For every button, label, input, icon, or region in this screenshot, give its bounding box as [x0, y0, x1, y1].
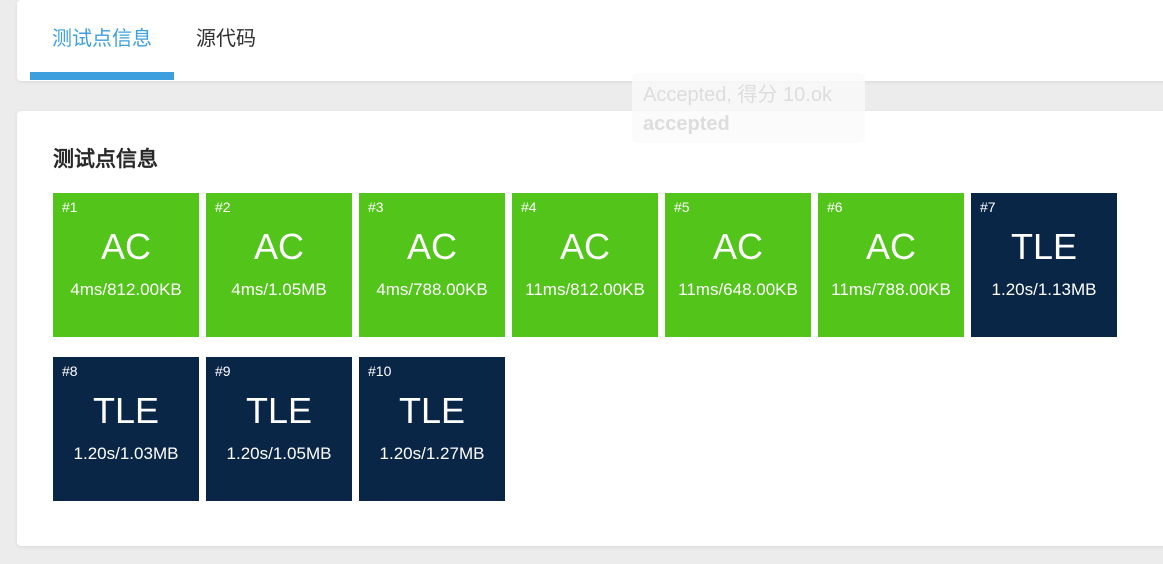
tab-list: 测试点信息 源代码 — [17, 0, 1163, 80]
testcase-time-memory: 1.20s/1.13MB — [991, 280, 1097, 299]
testcase-status: AC — [100, 226, 151, 267]
testcase-status: AC — [712, 226, 763, 267]
testcase-status: TLE — [245, 390, 313, 431]
testcase-status: TLE — [1010, 226, 1078, 267]
testcase-time-memory: 4ms/812.00KB — [70, 280, 182, 299]
testcase-number: #8 — [62, 363, 78, 379]
testcase-grid: #1 AC 4ms/812.00KB #2 AC 4ms/1.05MB #3 A… — [53, 193, 1128, 501]
testcase-tile[interactable]: #2 AC 4ms/1.05MB — [206, 193, 352, 337]
testcase-number: #1 — [62, 199, 78, 215]
tooltip-result-text: Accepted, 得分 10.ok — [643, 84, 832, 106]
tab-bar-card: 测试点信息 源代码 — [17, 0, 1163, 81]
testcase-number: #9 — [215, 363, 231, 379]
testcase-time-memory: 1.20s/1.03MB — [73, 444, 179, 463]
testcase-number: #2 — [215, 199, 231, 215]
testcase-tile[interactable]: #3 AC 4ms/788.00KB — [359, 193, 505, 337]
testcase-time-memory: 4ms/1.05MB — [231, 280, 327, 299]
testcase-number: #5 — [674, 199, 690, 215]
testcase-time-memory: 4ms/788.00KB — [376, 280, 488, 299]
testcase-tile[interactable]: #10 TLE 1.20s/1.27MB — [359, 357, 505, 501]
testcase-status: TLE — [92, 390, 160, 431]
testcase-tile[interactable]: #9 TLE 1.20s/1.05MB — [206, 357, 352, 501]
testcase-status: AC — [406, 226, 457, 267]
testcase-tile[interactable]: #4 AC 11ms/812.00KB — [512, 193, 658, 337]
tab-testcase-info[interactable]: 测试点信息 — [30, 0, 174, 80]
card-title: 测试点信息 — [53, 148, 158, 171]
testcase-status: TLE — [398, 390, 466, 431]
testcase-status: AC — [559, 226, 610, 267]
testcase-status: AC — [865, 226, 916, 267]
testcase-tile[interactable]: #8 TLE 1.20s/1.03MB — [53, 357, 199, 501]
testcase-time-memory: 11ms/788.00KB — [831, 280, 951, 299]
testcase-number: #6 — [827, 199, 843, 215]
testcase-tile[interactable]: #7 TLE 1.20s/1.13MB — [971, 193, 1117, 337]
testcase-number: #4 — [521, 199, 537, 215]
testcase-time-memory: 1.20s/1.27MB — [379, 444, 485, 463]
tab-source-code[interactable]: 源代码 — [196, 27, 256, 50]
testcase-time-memory: 1.20s/1.05MB — [226, 444, 332, 463]
testcase-time-memory: 11ms/648.00KB — [678, 280, 798, 299]
testcase-status: AC — [253, 226, 304, 267]
testcase-tile[interactable]: #6 AC 11ms/788.00KB — [818, 193, 964, 337]
testcase-tile[interactable]: #1 AC 4ms/812.00KB — [53, 193, 199, 337]
testcase-number: #3 — [368, 199, 384, 215]
testcase-time-memory: 11ms/812.00KB — [525, 280, 645, 299]
testcase-number: #10 — [368, 363, 392, 379]
testcase-tile[interactable]: #5 AC 11ms/648.00KB — [665, 193, 811, 337]
testcase-info-card: 测试点信息 #1 AC 4ms/812.00KB #2 AC 4ms/1.05M… — [17, 111, 1163, 546]
testcase-number: #7 — [980, 199, 996, 215]
